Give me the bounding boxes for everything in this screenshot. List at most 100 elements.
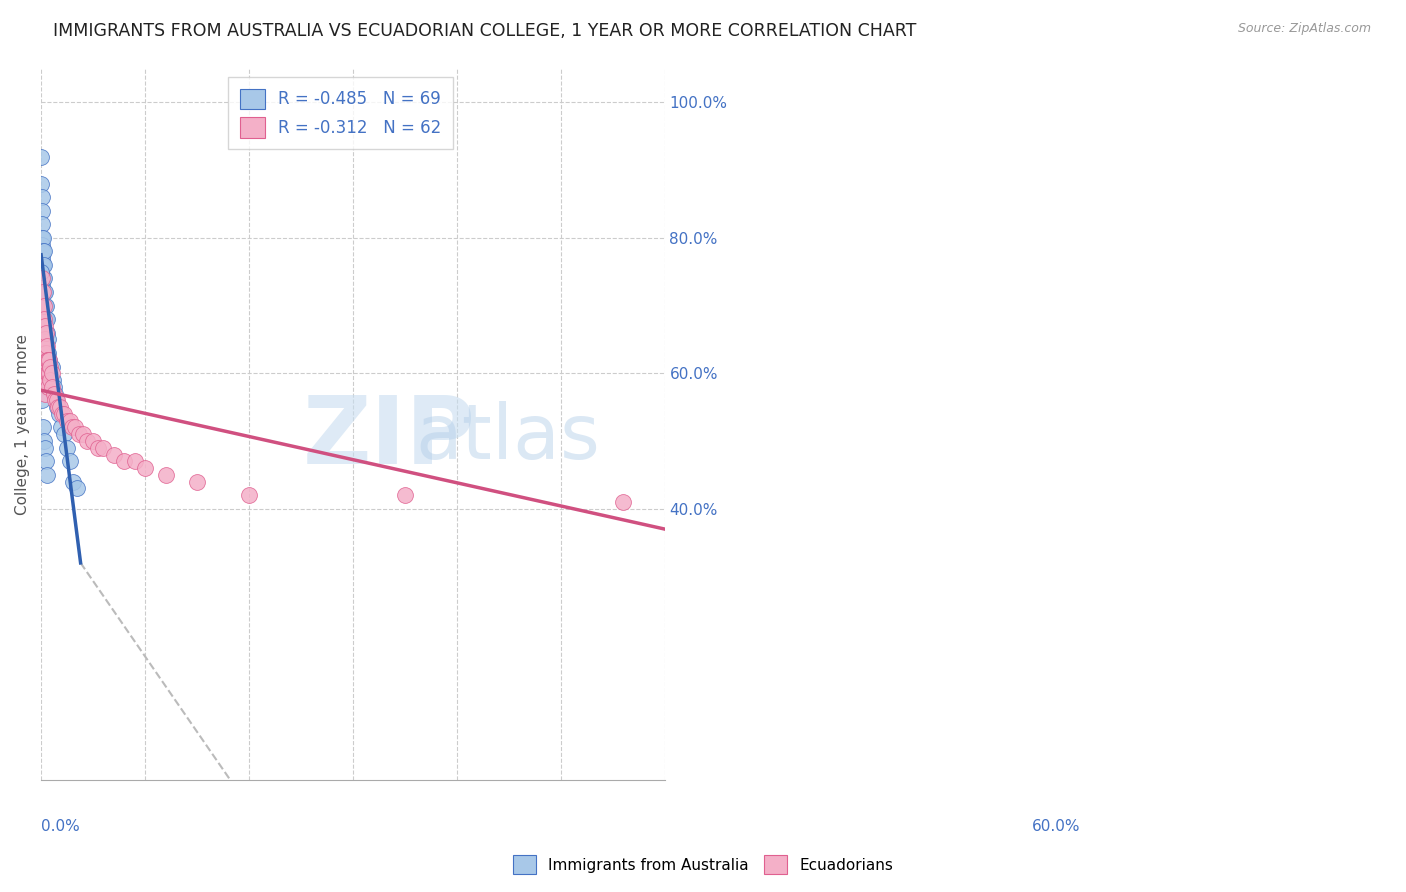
Point xyxy=(32,285,55,299)
Point xyxy=(31,278,53,293)
Point xyxy=(34,346,56,360)
Point xyxy=(32,339,55,353)
Point xyxy=(39,373,62,387)
Point xyxy=(32,271,55,285)
Point xyxy=(39,366,62,380)
Point xyxy=(42,380,65,394)
Point xyxy=(238,488,260,502)
Point xyxy=(31,380,53,394)
Point xyxy=(46,400,69,414)
Point xyxy=(31,258,53,272)
Point xyxy=(52,407,75,421)
Point xyxy=(32,299,55,313)
Point xyxy=(41,373,63,387)
Point xyxy=(32,312,55,326)
Text: 0.0%: 0.0% xyxy=(41,819,80,834)
Point xyxy=(155,467,177,482)
Point xyxy=(60,420,83,434)
Point xyxy=(37,333,59,347)
Point xyxy=(37,352,59,367)
Text: 60.0%: 60.0% xyxy=(1032,819,1080,834)
Point xyxy=(612,495,634,509)
Point xyxy=(31,299,53,313)
Point xyxy=(48,407,70,421)
Point xyxy=(32,333,55,347)
Point xyxy=(32,359,55,374)
Text: ZIP: ZIP xyxy=(302,392,475,484)
Point xyxy=(37,366,59,380)
Point xyxy=(32,244,55,259)
Point xyxy=(35,312,58,326)
Point xyxy=(32,346,55,360)
Point xyxy=(32,312,55,326)
Point xyxy=(32,299,55,313)
Point xyxy=(32,258,55,272)
Point xyxy=(35,454,58,468)
Point xyxy=(62,475,84,489)
Point xyxy=(32,339,55,353)
Legend: R = -0.485   N = 69, R = -0.312   N = 62: R = -0.485 N = 69, R = -0.312 N = 62 xyxy=(228,77,453,149)
Point xyxy=(32,285,55,299)
Point xyxy=(32,271,55,285)
Point xyxy=(34,441,56,455)
Point xyxy=(42,386,65,401)
Point xyxy=(30,265,52,279)
Point xyxy=(34,339,56,353)
Point xyxy=(35,326,58,340)
Point xyxy=(93,441,115,455)
Point xyxy=(49,400,72,414)
Point xyxy=(56,441,79,455)
Point xyxy=(37,467,59,482)
Point xyxy=(32,352,55,367)
Point xyxy=(31,393,53,408)
Point xyxy=(34,386,56,401)
Point xyxy=(45,393,67,408)
Point xyxy=(37,326,59,340)
Point xyxy=(66,482,89,496)
Point xyxy=(31,318,53,333)
Point xyxy=(59,454,82,468)
Text: Source: ZipAtlas.com: Source: ZipAtlas.com xyxy=(1237,22,1371,36)
Point xyxy=(32,434,55,448)
Point xyxy=(35,346,58,360)
Point xyxy=(37,312,59,326)
Point xyxy=(35,346,58,360)
Point xyxy=(32,326,55,340)
Point xyxy=(45,393,67,408)
Point xyxy=(34,285,56,299)
Point xyxy=(76,434,98,448)
Point xyxy=(32,333,55,347)
Point xyxy=(34,318,56,333)
Point xyxy=(44,393,66,408)
Point xyxy=(32,231,55,245)
Point xyxy=(41,366,63,380)
Point xyxy=(31,244,53,259)
Point xyxy=(59,414,82,428)
Point xyxy=(49,420,72,434)
Point xyxy=(37,366,59,380)
Point xyxy=(124,454,146,468)
Point xyxy=(32,373,55,387)
Legend: Immigrants from Australia, Ecuadorians: Immigrants from Australia, Ecuadorians xyxy=(506,849,900,880)
Point xyxy=(52,427,75,442)
Point xyxy=(31,271,53,285)
Point xyxy=(32,326,55,340)
Point xyxy=(32,312,55,326)
Point xyxy=(51,407,73,421)
Point xyxy=(38,352,60,367)
Point xyxy=(65,420,87,434)
Point xyxy=(134,461,156,475)
Point xyxy=(37,346,59,360)
Point xyxy=(31,251,53,265)
Point xyxy=(31,203,53,218)
Point xyxy=(38,366,60,380)
Point xyxy=(35,299,58,313)
Point xyxy=(37,339,59,353)
Point xyxy=(38,352,60,367)
Point xyxy=(39,359,62,374)
Point xyxy=(31,217,53,231)
Y-axis label: College, 1 year or more: College, 1 year or more xyxy=(15,334,30,515)
Point xyxy=(35,373,58,387)
Point xyxy=(67,427,90,442)
Point xyxy=(103,448,125,462)
